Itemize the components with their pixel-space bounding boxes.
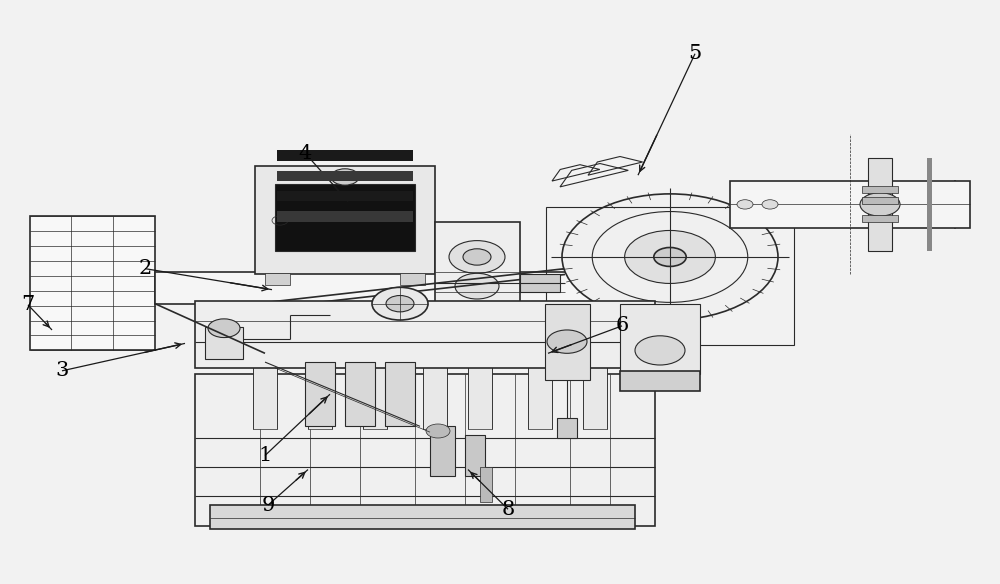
Bar xyxy=(345,362,375,426)
Circle shape xyxy=(372,287,428,320)
Bar xyxy=(545,304,590,380)
Circle shape xyxy=(635,336,685,365)
Bar xyxy=(305,362,335,426)
Bar xyxy=(30,216,155,350)
Circle shape xyxy=(625,231,715,283)
Circle shape xyxy=(449,241,505,273)
Bar xyxy=(210,505,635,529)
Bar xyxy=(275,184,415,251)
Bar xyxy=(620,371,700,391)
Circle shape xyxy=(331,169,359,185)
Bar xyxy=(277,211,413,222)
Bar xyxy=(528,362,552,429)
Bar xyxy=(363,362,387,429)
Bar xyxy=(253,362,277,429)
Circle shape xyxy=(860,193,900,216)
Bar xyxy=(557,418,577,438)
Bar xyxy=(400,273,425,285)
Bar xyxy=(480,467,492,502)
Circle shape xyxy=(547,330,587,353)
Circle shape xyxy=(562,194,778,320)
Circle shape xyxy=(737,200,753,209)
Bar xyxy=(255,166,435,274)
Bar xyxy=(862,197,898,204)
Bar xyxy=(468,362,492,429)
Bar xyxy=(155,272,720,304)
Circle shape xyxy=(208,319,240,338)
Text: 6: 6 xyxy=(615,317,629,335)
Bar xyxy=(195,301,655,368)
Bar xyxy=(430,426,455,476)
Bar xyxy=(927,158,932,251)
Bar xyxy=(195,374,655,526)
Bar xyxy=(277,150,413,161)
Bar xyxy=(265,273,290,285)
Bar xyxy=(862,186,898,193)
Bar xyxy=(308,362,332,429)
Circle shape xyxy=(762,200,778,209)
Bar xyxy=(277,191,413,201)
Text: 7: 7 xyxy=(21,296,35,314)
Bar xyxy=(385,362,415,426)
Bar xyxy=(205,327,243,359)
Text: 4: 4 xyxy=(298,144,312,162)
Circle shape xyxy=(463,249,491,265)
Bar xyxy=(620,304,700,374)
Text: 2: 2 xyxy=(138,259,152,278)
Bar xyxy=(435,222,520,310)
Circle shape xyxy=(455,273,499,299)
Bar xyxy=(277,171,413,181)
Circle shape xyxy=(386,296,414,312)
Text: 3: 3 xyxy=(55,361,69,380)
Text: 9: 9 xyxy=(261,496,275,515)
Bar xyxy=(520,274,560,292)
Circle shape xyxy=(426,424,450,438)
Bar xyxy=(546,207,794,345)
Bar xyxy=(465,435,485,476)
Bar xyxy=(583,362,607,429)
Bar xyxy=(868,158,892,251)
Text: 8: 8 xyxy=(501,500,515,519)
Text: 5: 5 xyxy=(688,44,702,63)
Text: 1: 1 xyxy=(258,446,272,465)
Bar xyxy=(730,181,970,228)
Bar xyxy=(862,215,898,222)
Circle shape xyxy=(654,248,686,266)
Bar xyxy=(423,362,447,429)
